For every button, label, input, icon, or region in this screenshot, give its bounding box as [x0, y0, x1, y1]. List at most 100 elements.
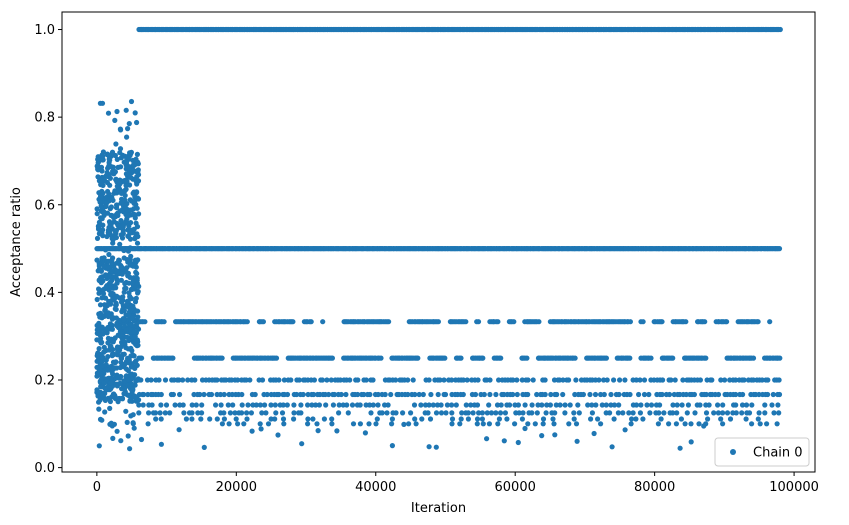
data-point [767, 319, 773, 325]
data-point [99, 363, 106, 369]
data-point [418, 402, 424, 408]
data-point [715, 402, 721, 408]
data-point [235, 421, 241, 427]
data-point [167, 410, 173, 416]
data-point [706, 402, 712, 408]
data-point [674, 410, 680, 416]
data-point [105, 310, 111, 316]
data-point [576, 410, 582, 416]
data-point [598, 421, 604, 427]
data-point [685, 402, 692, 408]
data-point [127, 397, 133, 403]
data-point [633, 377, 640, 383]
data-point [122, 187, 128, 193]
data-point [133, 295, 139, 301]
x-tick-label: 20000 [216, 480, 257, 495]
data-point [601, 377, 607, 383]
legend-marker [730, 449, 736, 455]
data-point [108, 420, 114, 426]
data-point [373, 421, 379, 427]
data-point [659, 391, 665, 398]
data-point [95, 393, 101, 399]
data-point [433, 410, 440, 416]
data-point [218, 402, 224, 408]
data-point [566, 421, 572, 427]
legend-label: Chain 0 [753, 446, 803, 461]
data-point [126, 309, 133, 315]
data-point [701, 423, 707, 429]
data-point [647, 410, 653, 416]
plot-points [94, 26, 783, 452]
data-point [316, 402, 322, 408]
data-point [762, 402, 768, 408]
data-point [106, 229, 112, 236]
data-point [99, 417, 105, 423]
x-tick-label: 100000 [769, 480, 819, 495]
data-point [464, 377, 470, 383]
data-point [98, 340, 104, 346]
data-point [144, 377, 151, 383]
data-point [298, 402, 304, 408]
data-point [601, 391, 607, 398]
data-point [311, 377, 317, 383]
data-point [329, 421, 335, 427]
data-point [106, 219, 113, 225]
data-point [249, 428, 255, 434]
data-point [128, 345, 134, 351]
data-point [284, 402, 290, 408]
data-point [130, 303, 136, 309]
data-point [105, 188, 111, 195]
data-point [300, 391, 306, 398]
data-point [481, 391, 487, 398]
data-point [119, 271, 125, 277]
data-point [666, 391, 673, 398]
data-point [148, 377, 154, 383]
axes-frame [61, 11, 816, 473]
data-point [134, 362, 140, 368]
data-point [276, 377, 282, 383]
data-point [103, 203, 109, 209]
data-point [374, 416, 380, 422]
data-point [428, 391, 434, 398]
data-point [479, 416, 485, 422]
data-point [720, 402, 726, 408]
data-point [688, 439, 694, 445]
data-point [324, 377, 330, 383]
data-point [119, 386, 125, 392]
data-point [272, 416, 278, 422]
data-point [715, 391, 722, 398]
data-point [756, 391, 762, 398]
data-point [115, 278, 121, 284]
data-point [260, 319, 266, 325]
data-point [449, 402, 455, 408]
data-point [350, 421, 357, 427]
data-point [284, 391, 291, 398]
data-point [683, 319, 689, 325]
data-point [463, 319, 469, 325]
data-point [94, 235, 101, 241]
data-point [641, 377, 648, 383]
data-point [101, 344, 107, 350]
data-point [314, 421, 320, 427]
data-point [764, 421, 770, 427]
data-point [688, 421, 694, 427]
data-point [560, 391, 566, 398]
data-point [703, 355, 709, 361]
data-point [532, 421, 538, 427]
data-point [493, 391, 499, 398]
data-point [101, 286, 107, 293]
data-point [355, 377, 361, 383]
data-point [338, 391, 344, 398]
data-point [117, 380, 123, 386]
data-point [553, 402, 559, 408]
data-point [257, 421, 263, 427]
data-point [111, 365, 117, 371]
data-point [539, 433, 545, 439]
data-point [551, 421, 557, 427]
data-point [475, 377, 481, 383]
data-point [221, 410, 227, 416]
data-point [367, 402, 373, 408]
data-point [235, 377, 241, 383]
data-point [603, 402, 609, 408]
data-point [94, 296, 100, 303]
